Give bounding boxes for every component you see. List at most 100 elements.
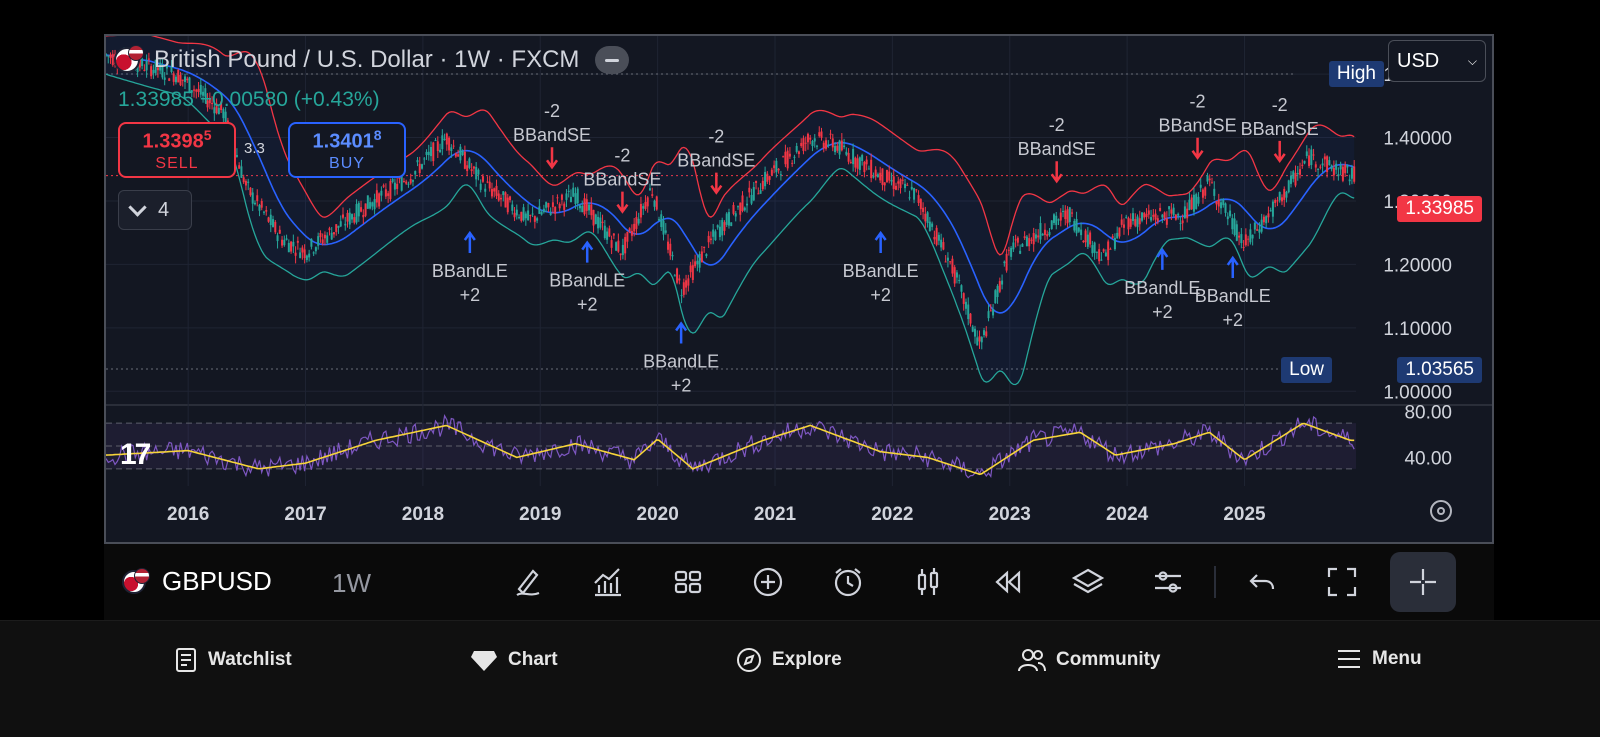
candle-body bbox=[262, 211, 265, 213]
layouts-button[interactable] bbox=[648, 552, 728, 612]
symbol-selector[interactable]: GBPUSD bbox=[122, 566, 272, 597]
candle-body bbox=[899, 179, 902, 189]
candle-body bbox=[1321, 163, 1324, 166]
time-tick-label: 2017 bbox=[284, 504, 326, 525]
candle-body bbox=[1145, 214, 1148, 217]
alert-button[interactable] bbox=[808, 552, 888, 612]
minus-icon bbox=[605, 58, 620, 62]
candle-body bbox=[179, 75, 182, 86]
candle-body bbox=[653, 200, 656, 207]
candle-body bbox=[969, 313, 972, 324]
candle-body bbox=[1292, 171, 1295, 179]
chart-settings-icon[interactable] bbox=[1430, 500, 1452, 522]
candle-body bbox=[1111, 236, 1114, 238]
candle-body bbox=[944, 261, 947, 263]
nav-watchlist[interactable]: Watchlist bbox=[174, 647, 292, 673]
candle-body bbox=[1023, 236, 1026, 239]
chart-settings-button[interactable] bbox=[1128, 552, 1208, 612]
crosshair-button[interactable] bbox=[1390, 552, 1456, 612]
price-chart-canvas[interactable]: BBandSE -2 BBandSE -2 BBandSE -2 BBandSE -2 BBan… bbox=[106, 36, 1492, 542]
candle-body bbox=[1095, 251, 1098, 253]
candle-body bbox=[1323, 156, 1326, 160]
candle-body bbox=[468, 158, 471, 168]
candle-body bbox=[879, 172, 882, 181]
candle-body bbox=[815, 145, 818, 147]
sell-button[interactable]: 1.33985 SELL bbox=[118, 122, 236, 178]
short-arrow bbox=[616, 191, 629, 214]
candle-body bbox=[488, 181, 491, 189]
symbol-header: British Pound / U.S. Dollar · 1W · FXCM bbox=[114, 45, 630, 74]
candle-body bbox=[669, 243, 672, 256]
nav-menu[interactable]: Menu bbox=[1336, 647, 1422, 671]
candle-body bbox=[691, 265, 694, 280]
candle-body bbox=[1181, 220, 1184, 224]
candle-body bbox=[849, 161, 852, 163]
collapse-header-button[interactable] bbox=[595, 46, 630, 74]
candle-body bbox=[283, 239, 286, 246]
candle-body bbox=[1127, 217, 1130, 230]
interval-selector[interactable]: 1W bbox=[332, 568, 371, 598]
candle-body bbox=[924, 213, 927, 222]
candle-body bbox=[330, 232, 333, 240]
fullscreen-button[interactable] bbox=[1302, 552, 1382, 612]
candle-body bbox=[1217, 199, 1220, 207]
undo-button[interactable] bbox=[1222, 552, 1302, 612]
objects-tree-button[interactable] bbox=[1048, 552, 1128, 612]
indicator-legend-toggle[interactable]: 4 bbox=[118, 190, 192, 230]
candle-body bbox=[346, 212, 349, 222]
candle-body bbox=[768, 176, 771, 180]
tool-buttons bbox=[488, 552, 1456, 612]
candle-body bbox=[894, 185, 897, 190]
candle-body bbox=[590, 204, 593, 216]
candle-body bbox=[922, 207, 925, 212]
candle-body bbox=[1113, 237, 1116, 250]
chart-type-button[interactable] bbox=[888, 552, 968, 612]
candle-body bbox=[606, 231, 609, 240]
toolbar-symbol: GBPUSD bbox=[162, 566, 272, 596]
candle-body bbox=[197, 88, 200, 93]
indicators-button[interactable] bbox=[568, 552, 648, 612]
currency-select[interactable]: USD ⌵ bbox=[1388, 40, 1486, 82]
strategy-signals: BBandSE -2 BBandSE -2 BBandSE -2 BBandSE -2 BBan… bbox=[432, 92, 1319, 396]
candle-body bbox=[1150, 217, 1153, 221]
candle-body bbox=[362, 214, 365, 218]
long-arrow bbox=[463, 230, 476, 253]
replay-button[interactable] bbox=[968, 552, 1048, 612]
candle-body bbox=[1267, 213, 1270, 218]
rsi-pane bbox=[106, 414, 1356, 479]
nav-explore[interactable]: Explore bbox=[736, 647, 842, 673]
nav-community[interactable]: Community bbox=[1018, 647, 1161, 673]
candle-body bbox=[703, 246, 706, 248]
candle-body bbox=[583, 198, 586, 215]
time-tick-label: 2025 bbox=[1223, 504, 1266, 525]
candle-body bbox=[743, 207, 746, 211]
nav-chart[interactable]: Chart bbox=[470, 647, 558, 673]
chart-pane[interactable]: BBandSE -2 BBandSE -2 BBandSE -2 BBandSE -2 BBan… bbox=[104, 34, 1494, 544]
time-tick-label: 2019 bbox=[519, 504, 561, 525]
candle-body bbox=[766, 173, 769, 182]
long-signal-qty: +2 bbox=[1152, 302, 1173, 322]
candle-body bbox=[1186, 208, 1189, 219]
candle-body bbox=[689, 265, 692, 273]
candle-body bbox=[637, 218, 640, 224]
buy-button[interactable]: 1.34018 BUY bbox=[288, 122, 406, 178]
candle-body bbox=[159, 62, 162, 71]
current-price-label: 1.33985 bbox=[1397, 196, 1482, 222]
draw-tool-button[interactable] bbox=[488, 552, 568, 612]
candle-body bbox=[1032, 232, 1035, 245]
candle-body bbox=[1314, 164, 1317, 168]
candle-body bbox=[725, 213, 728, 225]
candle-body bbox=[1052, 214, 1055, 223]
candle-body bbox=[1339, 164, 1342, 170]
candle-body bbox=[630, 230, 633, 236]
candle-body bbox=[1258, 229, 1261, 233]
candle-body bbox=[1222, 199, 1225, 206]
candle-body bbox=[163, 77, 166, 80]
candle-body bbox=[1154, 213, 1157, 220]
candle-body bbox=[1134, 218, 1137, 226]
candle-body bbox=[560, 194, 563, 200]
high-label: High bbox=[1328, 61, 1384, 87]
nav-label: Watchlist bbox=[208, 649, 292, 670]
add-button[interactable] bbox=[728, 552, 808, 612]
candle-body bbox=[845, 151, 848, 155]
